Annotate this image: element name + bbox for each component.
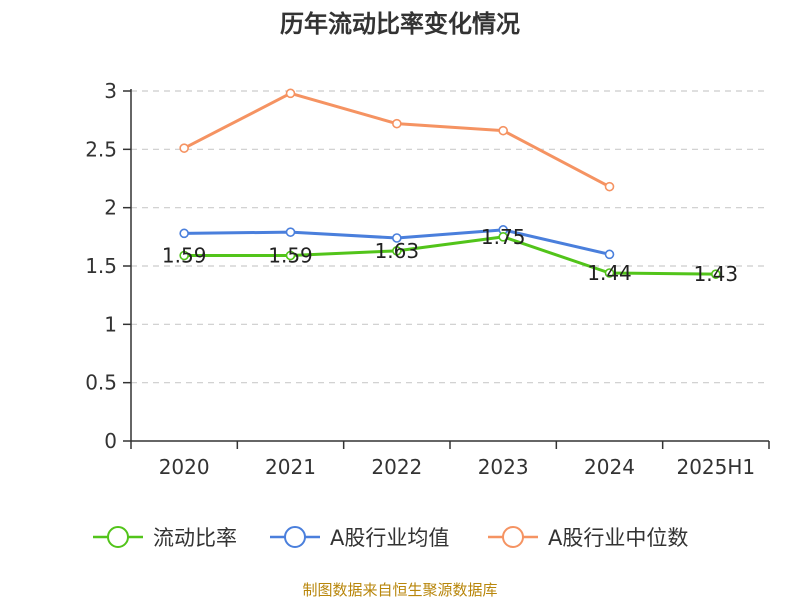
y-tick-label: 1 [104,312,117,336]
y-tick-label: 0.5 [85,371,117,395]
data-point [498,232,508,242]
legend-label: 流动比率 [153,526,237,550]
axes [130,89,769,442]
x-tick-label: 2022 [371,455,422,479]
x-tick-label: 2020 [159,455,210,479]
x-tick-label: 2025H1 [676,455,755,479]
data-point [285,227,296,237]
data-label: 1.75 [481,225,526,249]
x-tick-label: 2021 [265,455,316,479]
y-tick-label: 1.5 [85,254,117,278]
source-note: 制图数据来自恒生聚源数据库 [302,581,497,599]
y-axis-ticks: 0 0.5 1 1.5 2 2.5 3 [85,79,131,453]
data-point [392,246,402,256]
data-point [179,228,189,239]
data-label: 1.63 [375,239,420,263]
data-point [498,125,508,136]
data-point [179,250,189,261]
legend-label: A股行业均值 [330,526,449,550]
data-point [392,233,402,243]
data-labels: 1.59 1.59 1.63 1.75 1.44 1.43 [162,225,738,286]
data-point [179,143,189,153]
data-label: 1.44 [587,261,632,285]
chart-title: 历年流动比率变化情况 [280,10,520,38]
y-tick-label: 2 [104,196,117,220]
data-point [285,250,296,261]
data-point [604,249,615,260]
data-point [285,88,296,99]
y-tick-label: 0 [104,429,117,453]
series-lines [179,88,721,279]
legend-label: A股行业中位数 [548,526,688,550]
data-point [711,269,721,279]
data-label: 1.59 [162,244,207,268]
data-label: 1.59 [268,244,313,268]
legend: 流动比率 A股行业均值 A股行业中位数 [93,526,688,550]
data-point [604,268,615,278]
y-tick-label: 2.5 [85,137,117,161]
legend-marker [284,526,306,548]
series-line [183,91,611,188]
legend-marker [502,526,524,548]
legend-marker [107,526,129,548]
data-label: 1.43 [694,262,739,286]
data-point [604,181,615,192]
gridlines [131,90,769,384]
x-tick-label: 2024 [584,455,635,479]
x-tick-label: 2023 [478,455,529,479]
series-line [184,235,716,276]
data-point [392,118,402,129]
y-tick-label: 3 [104,79,117,103]
x-axis-ticks: 2020 2021 2022 2023 2024 2025H1 [130,441,770,479]
